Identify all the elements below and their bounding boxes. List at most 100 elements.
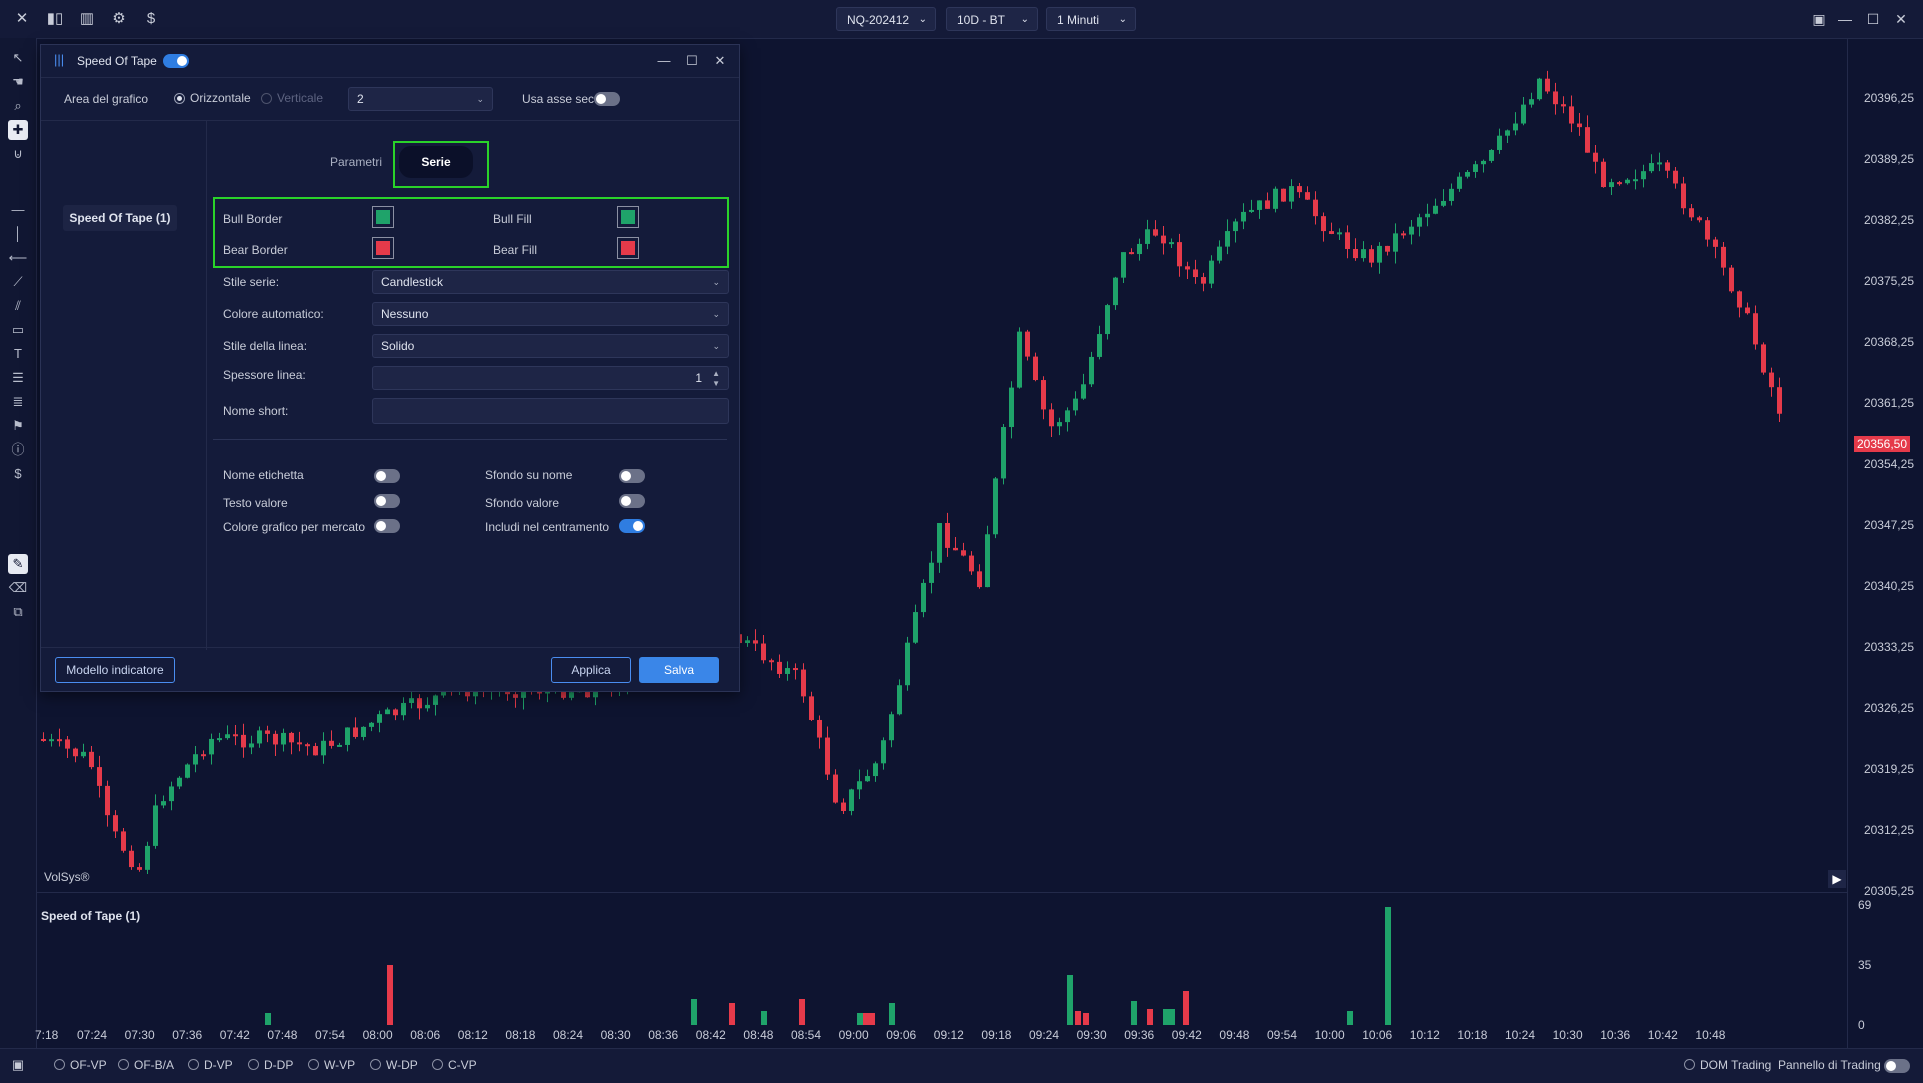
levels-icon[interactable]: ≣ [12, 394, 24, 409]
vertical-line-icon[interactable]: │ [13, 226, 23, 241]
gear-icon[interactable]: ⚙ [112, 10, 126, 27]
save-button[interactable]: Salva [639, 657, 719, 683]
time-tick-label: 10:06 [1362, 1028, 1393, 1042]
candle-body [1281, 188, 1286, 202]
line-width-stepper[interactable]: 1 ▲ ▼ [372, 366, 729, 390]
indicator-enabled-toggle[interactable] [163, 54, 189, 68]
candle-body [889, 714, 894, 741]
close-icon[interactable]: ✕ [15, 10, 29, 27]
secondary-axis-toggle[interactable] [594, 92, 620, 106]
candle-body [1201, 277, 1206, 284]
bull-border-swatch[interactable] [372, 206, 394, 228]
crosshair-icon[interactable]: ✚ [8, 120, 28, 140]
tab-serie[interactable]: Serie [399, 146, 473, 178]
dialog-close-icon[interactable]: ✕ [714, 53, 726, 68]
value-bg-toggle[interactable] [619, 494, 645, 508]
candle-body [1777, 387, 1782, 414]
line-style-select[interactable]: Solido ⌄ [372, 334, 729, 358]
channel-icon[interactable]: ⫽ [15, 298, 21, 313]
price-axis[interactable]: 20356,50 20396,25 20389,25 20382,25 20375,2… [1847, 39, 1923, 1049]
candle-body [745, 640, 750, 644]
horizontal-radio[interactable] [174, 93, 185, 104]
time-tick-label: 08:12 [457, 1028, 488, 1042]
bottom-item-ddp[interactable]: D-DP [248, 1058, 293, 1072]
vertical-radio[interactable] [261, 93, 272, 104]
play-icon[interactable]: ▶ [1828, 870, 1846, 888]
dom-trading-option[interactable]: DOM Trading [1684, 1058, 1771, 1072]
market-color-toggle[interactable] [374, 519, 400, 533]
time-tick-label: 7:18 [35, 1028, 59, 1042]
bottom-item-dvp[interactable]: D-VP [188, 1058, 233, 1072]
bear-border-label: Bear Border [223, 243, 288, 257]
eraser-icon[interactable]: ⌫ [8, 580, 28, 595]
trading-panel-toggle[interactable] [1884, 1059, 1910, 1073]
candle-body [129, 850, 134, 868]
minimize-icon[interactable]: — [1838, 11, 1852, 27]
symbol-select[interactable]: NQ-202412 ⌄ [836, 7, 936, 31]
ray-icon[interactable]: ⟵ [8, 250, 28, 265]
timeframe-select[interactable]: 1 Minuti ⌄ [1046, 7, 1136, 31]
time-tick-label: 09:18 [981, 1028, 1012, 1042]
time-axis[interactable]: 7:18 07:24 07:30 07:36 07:42 07:48 07:54 08:00 0… [35, 1025, 1847, 1045]
info-icon[interactable]: ⓘ [11, 442, 25, 457]
zoom-icon[interactable]: ⌕ [14, 98, 22, 113]
chat-icon[interactable]: ✎ [8, 554, 28, 574]
template-button[interactable]: Modello indicatore [55, 657, 175, 683]
dollar-icon[interactable]: $ [146, 10, 156, 27]
auto-color-select[interactable]: Nessuno ⌄ [372, 302, 729, 326]
candle-body [265, 730, 270, 734]
bars-icon[interactable]: ▥ [79, 10, 95, 27]
bull-border-label: Bull Border [223, 212, 283, 226]
candles-icon[interactable]: ▮▯ [46, 10, 64, 27]
cursor-icon[interactable]: ↖ [12, 50, 24, 65]
candle-body [145, 845, 150, 870]
series-style-select[interactable]: Candlestick ⌄ [372, 270, 729, 294]
magnet-icon[interactable]: ⊍ [13, 146, 23, 161]
candle-body [825, 737, 830, 775]
bottom-item-wvp[interactable]: W-VP [308, 1058, 355, 1072]
candle-body [1265, 200, 1270, 209]
bottom-item-ofvp[interactable]: OF-VP [54, 1058, 107, 1072]
layers-icon[interactable]: ⧉ [13, 604, 23, 619]
area-value: 2 [357, 92, 364, 106]
bull-fill-swatch[interactable] [617, 206, 639, 228]
monitor-icon[interactable]: ▣ [11, 1057, 25, 1072]
stats-icon[interactable]: $ [14, 466, 22, 481]
bear-fill-swatch[interactable] [617, 237, 639, 259]
dialog-minimize-icon[interactable]: — [657, 53, 671, 68]
time-tick-label: 07:36 [172, 1028, 203, 1042]
bear-border-swatch[interactable] [372, 237, 394, 259]
include-centering-toggle[interactable] [619, 519, 645, 533]
flag-icon[interactable]: ⚑ [12, 418, 24, 433]
bottom-item-wdp[interactable]: W-DP [370, 1058, 418, 1072]
side-item-speed-of-tape[interactable]: Speed Of Tape (1) [63, 205, 177, 231]
time-tick-label: 08:54 [791, 1028, 822, 1042]
apply-button[interactable]: Applica [551, 657, 631, 683]
horizontal-line-icon[interactable]: — [11, 202, 25, 217]
hand-icon[interactable]: ☚ [12, 74, 24, 89]
rectangle-icon[interactable]: ▭ [11, 322, 25, 337]
area-select[interactable]: 2 ⌄ [348, 87, 493, 111]
colors-highlight [213, 197, 729, 268]
candle-body [785, 668, 790, 674]
layout-icon[interactable]: ▣ [1812, 11, 1826, 27]
range-select[interactable]: 10D - BT ⌄ [946, 7, 1038, 31]
bottom-item-cvp[interactable]: C-VP [432, 1058, 477, 1072]
short-name-input[interactable] [372, 398, 729, 424]
value-text-toggle[interactable] [374, 494, 400, 508]
stepper-arrows-icon[interactable]: ▲ ▼ [712, 369, 720, 388]
maximize-icon[interactable]: ☐ [1866, 11, 1880, 27]
text-icon[interactable]: T [14, 346, 22, 361]
tape-bar [387, 965, 393, 1025]
tape-bar [869, 1013, 875, 1025]
fibonacci-icon[interactable]: ☰ [12, 370, 24, 385]
candle-body [1577, 123, 1582, 128]
dialog-maximize-icon[interactable]: ☐ [686, 53, 698, 68]
tab-parametri[interactable]: Parametri [329, 155, 382, 169]
window-close-icon[interactable]: ✕ [1895, 11, 1907, 27]
label-name-toggle[interactable] [374, 469, 400, 483]
bottom-item-ofba[interactable]: OF-B/A [118, 1058, 174, 1072]
name-bg-toggle[interactable] [619, 469, 645, 483]
candle-body [977, 571, 982, 588]
trend-line-icon[interactable]: ⟋ [13, 274, 23, 289]
